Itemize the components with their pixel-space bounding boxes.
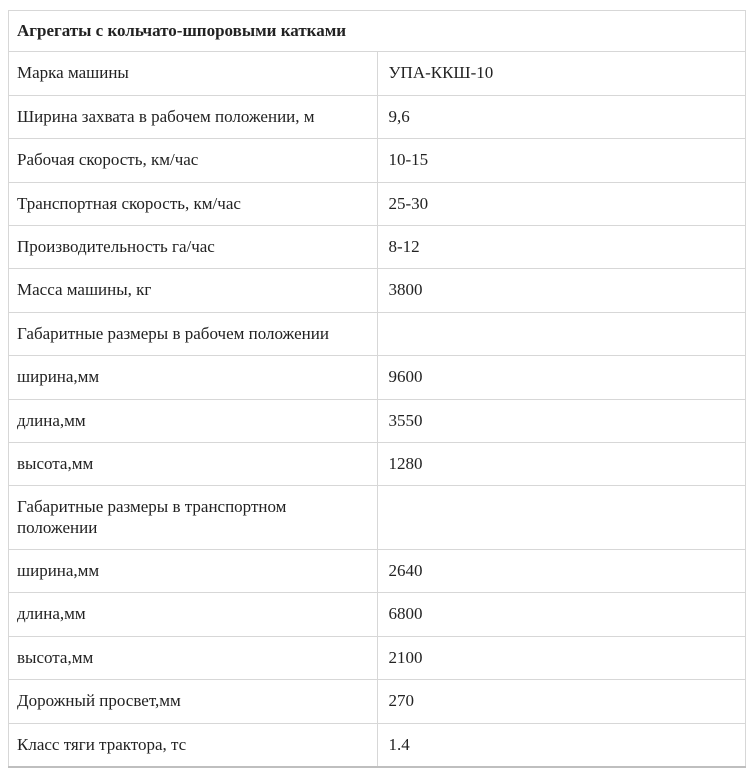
table-title: Агрегаты с кольчато-шпоровыми катками <box>8 9 746 53</box>
spec-value-cell: 2100 <box>376 635 746 681</box>
spec-table-body: Марка машины УПА-ККШ-10 Ширина захвата в… <box>8 51 746 768</box>
table-row: длина,мм 6800 <box>8 592 746 637</box>
spec-value-cell: 270 <box>376 679 746 724</box>
spec-table: Агрегаты с кольчато-шпоровыми катками Ма… <box>8 9 746 768</box>
spec-label-cell: ширина,мм <box>8 355 378 400</box>
spec-label-cell: Габаритные размеры в транспортном положе… <box>8 485 378 551</box>
spec-value-cell: 10-15 <box>376 138 746 183</box>
table-title-row: Агрегаты с кольчато-шпоровыми катками <box>8 9 746 53</box>
table-row: Масса машины, кг 3800 <box>8 268 746 313</box>
spec-value-cell: 1.4 <box>376 722 746 768</box>
spec-label-cell: Ширина захвата в рабочем положении, м <box>8 94 378 140</box>
spec-label-cell: Масса машины, кг <box>8 268 378 313</box>
spec-label-cell: Класс тяги трактора, тс <box>8 722 378 768</box>
table-row: Производительность га/час 8-12 <box>8 224 746 270</box>
spec-value-cell: 1280 <box>376 441 746 487</box>
spec-value-cell: 3800 <box>376 268 746 313</box>
spec-value-cell: 3550 <box>376 398 746 443</box>
spec-value-cell <box>376 311 746 357</box>
spec-label-cell: высота,мм <box>8 441 378 487</box>
table-row: Рабочая скорость, км/час 10-15 <box>8 138 746 183</box>
table-row: Дорожный просвет,мм 270 <box>8 679 746 724</box>
spec-label-cell: Марка машины <box>8 51 378 96</box>
spec-label-cell: длина,мм <box>8 592 378 637</box>
table-row: ширина,мм 2640 <box>8 549 746 594</box>
spec-value-cell: УПА-ККШ-10 <box>376 51 746 96</box>
spec-value-cell: 8-12 <box>376 224 746 270</box>
table-row: ширина,мм 9600 <box>8 355 746 400</box>
spec-label-cell: Габаритные размеры в рабочем положении <box>8 311 378 357</box>
spec-label-cell: Рабочая скорость, км/час <box>8 138 378 183</box>
spec-value-cell: 9600 <box>376 355 746 400</box>
spec-label-cell: Транспортная скорость, км/час <box>8 181 378 226</box>
table-row: высота,мм 1280 <box>8 441 746 487</box>
spec-value-cell <box>376 485 746 551</box>
table-row: Габаритные размеры в рабочем положении <box>8 311 746 357</box>
spec-value-cell: 25-30 <box>376 181 746 226</box>
table-row: длина,мм 3550 <box>8 398 746 443</box>
spec-value-cell: 2640 <box>376 549 746 594</box>
table-row: Класс тяги трактора, тс 1.4 <box>8 722 746 768</box>
table-row: высота,мм 2100 <box>8 635 746 681</box>
table-row: Ширина захвата в рабочем положении, м 9,… <box>8 94 746 140</box>
table-row: Транспортная скорость, км/час 25-30 <box>8 181 746 226</box>
spec-table-head: Агрегаты с кольчато-шпоровыми катками <box>8 9 746 53</box>
spec-value-cell: 6800 <box>376 592 746 637</box>
spec-label-cell: высота,мм <box>8 635 378 681</box>
spec-label-cell: Дорожный просвет,мм <box>8 679 378 724</box>
spec-label-cell: длина,мм <box>8 398 378 443</box>
spec-label-cell: Производительность га/час <box>8 224 378 270</box>
spec-label-cell: ширина,мм <box>8 549 378 594</box>
spec-value-cell: 9,6 <box>376 94 746 140</box>
table-row: Габаритные размеры в транспортном положе… <box>8 485 746 551</box>
table-row: Марка машины УПА-ККШ-10 <box>8 51 746 96</box>
